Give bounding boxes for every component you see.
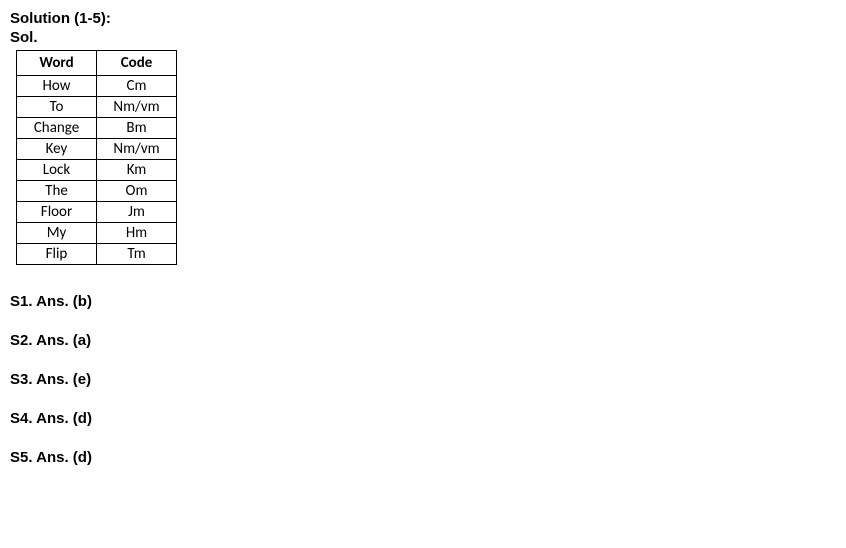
table-row: Flip Tm <box>17 244 177 265</box>
table-row: Key Nm/vm <box>17 139 177 160</box>
cell-word: Change <box>17 118 97 139</box>
table-row: How Cm <box>17 76 177 97</box>
answer-s2: S2. Ans. (a) <box>10 332 836 349</box>
cell-code: Jm <box>97 202 177 223</box>
cell-word: To <box>17 97 97 118</box>
table-row: The Om <box>17 181 177 202</box>
solution-heading: Solution (1-5): <box>10 10 836 27</box>
table-row: To Nm/vm <box>17 97 177 118</box>
cell-word: Lock <box>17 160 97 181</box>
sol-label: Sol. <box>10 29 836 46</box>
cell-word: The <box>17 181 97 202</box>
cell-code: Tm <box>97 244 177 265</box>
cell-word: Key <box>17 139 97 160</box>
column-header-code: Code <box>97 51 177 76</box>
cell-code: Bm <box>97 118 177 139</box>
cell-word: How <box>17 76 97 97</box>
table-row: Change Bm <box>17 118 177 139</box>
table-row: Lock Km <box>17 160 177 181</box>
cell-code: Km <box>97 160 177 181</box>
word-code-table: Word Code How Cm To Nm/vm Change Bm Key … <box>16 50 177 265</box>
column-header-word: Word <box>17 51 97 76</box>
answer-s5: S5. Ans. (d) <box>10 449 836 466</box>
answer-s3: S3. Ans. (e) <box>10 371 836 388</box>
table-header-row: Word Code <box>17 51 177 76</box>
answer-s1: S1. Ans. (b) <box>10 293 836 310</box>
cell-code: Cm <box>97 76 177 97</box>
table-row: My Hm <box>17 223 177 244</box>
cell-code: Om <box>97 181 177 202</box>
cell-word: My <box>17 223 97 244</box>
cell-word: Flip <box>17 244 97 265</box>
table-row: Floor Jm <box>17 202 177 223</box>
cell-code: Nm/vm <box>97 97 177 118</box>
cell-code: Nm/vm <box>97 139 177 160</box>
cell-code: Hm <box>97 223 177 244</box>
answer-s4: S4. Ans. (d) <box>10 410 836 427</box>
cell-word: Floor <box>17 202 97 223</box>
